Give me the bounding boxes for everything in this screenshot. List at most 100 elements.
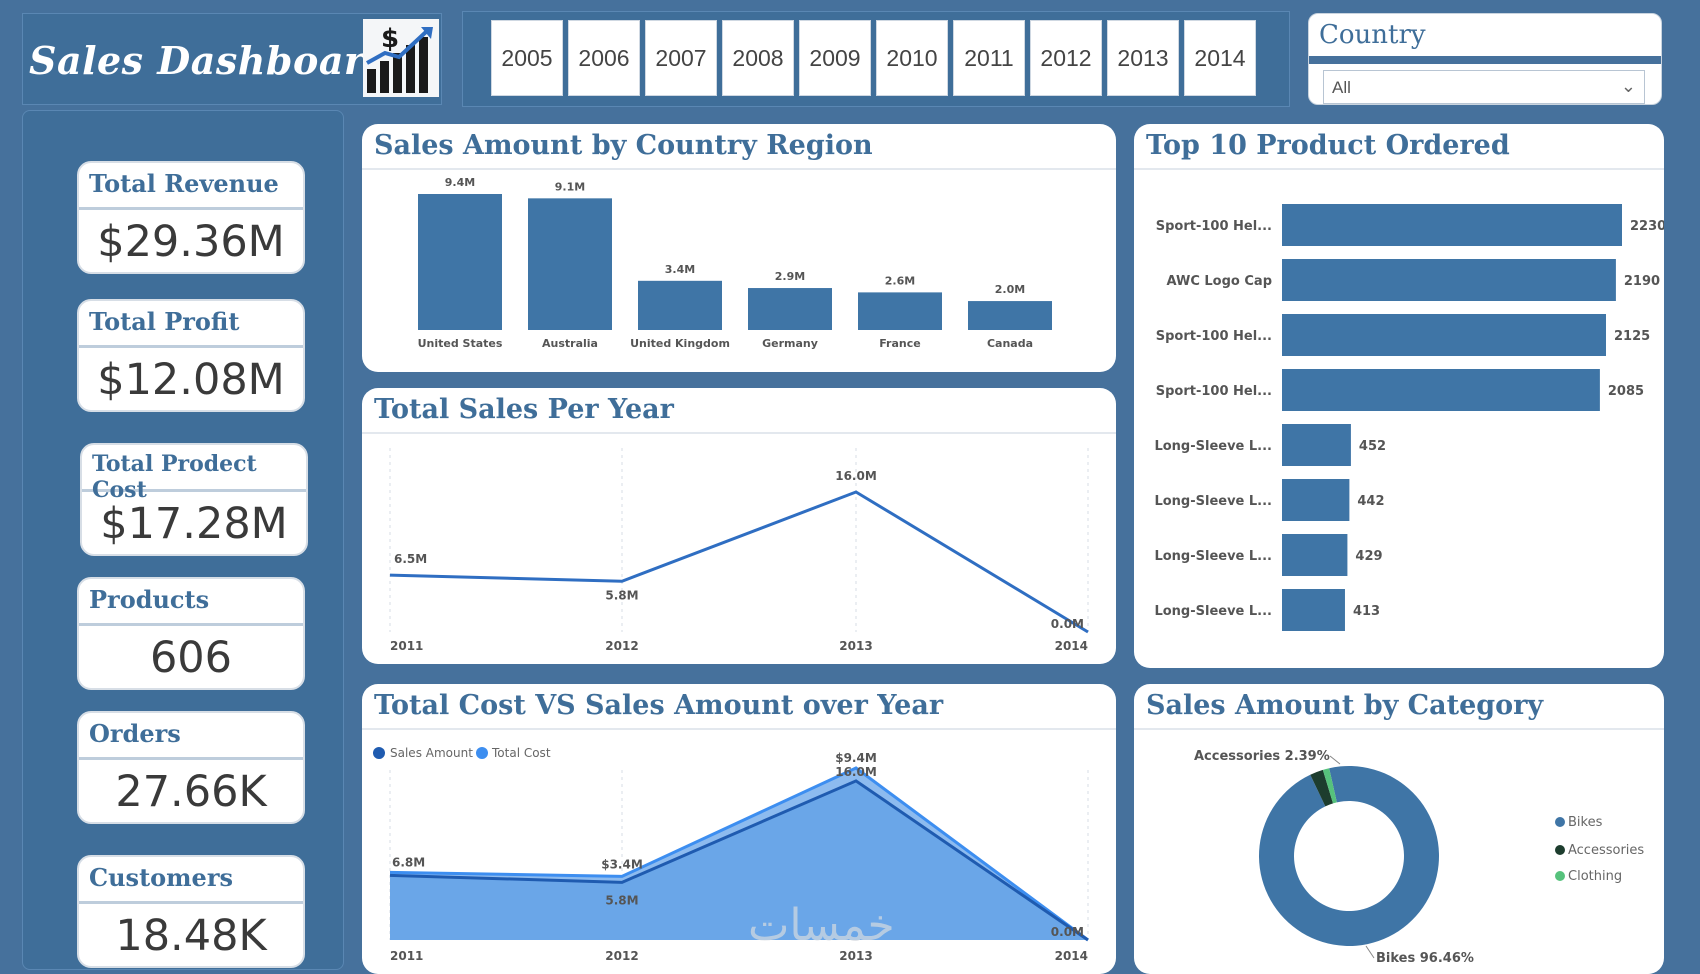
country-bar [528,198,612,330]
kpi-card-customers: Customers 18.48K [77,855,305,968]
year-button-2010[interactable]: 2010 [876,20,948,96]
country-tick-label: Germany [762,337,818,350]
kpi-value: $12.08M [97,355,285,405]
kpi-card-products: Products 606 [77,577,305,690]
year-button-2014[interactable]: 2014 [1184,20,1256,96]
kpi-value: $17.28M [100,499,288,549]
product-tick-label: Long-Sleeve L... [1154,439,1272,454]
year-tick-label: 2012 [605,639,638,653]
sales-point-label: 0.0M [1051,925,1084,939]
country-bar [748,288,832,330]
donut-leader-line [1329,755,1341,765]
card-divider [1134,168,1664,170]
product-tick-label: Sport-100 Hel... [1156,329,1272,344]
year-button-2013[interactable]: 2013 [1107,20,1179,96]
card-divider [362,432,1116,434]
country-bar-label: 9.1M [555,180,585,193]
kpi-value: 18.48K [115,911,267,961]
kpi-label: Total Profit [89,307,240,336]
product-tick-label: Sport-100 Hel... [1156,219,1272,234]
year-button-2008[interactable]: 2008 [722,20,794,96]
product-bar [1282,204,1622,246]
product-tick-label: Long-Sleeve L... [1154,494,1272,509]
donut-slice-accessories [1310,769,1334,807]
legend-label: Accessories [1568,843,1644,858]
product-value-label: 2085 [1608,384,1644,399]
kpi-label: Customers [89,863,233,892]
kpi-divider [79,345,303,348]
legend-swatch [1555,817,1565,827]
product-tick-label: Long-Sleeve L... [1154,549,1272,564]
kpi-value: $29.36M [97,217,285,267]
sales-point-label: 16.0M [835,765,877,779]
year-button-2007[interactable]: 2007 [645,20,717,96]
card-sales-by-category: Sales Amount by Category Accessories 2.3… [1134,684,1664,974]
kpi-sidebar: Total Revenue $29.36M Total Profit $12.0… [22,110,344,970]
kpi-card-orders: Orders 27.66K [77,711,305,824]
product-bar [1282,259,1616,301]
year-button-2005[interactable]: 2005 [491,20,563,96]
year-tick-label: 2011 [390,639,423,653]
product-value-label: 452 [1359,439,1386,454]
kpi-card-total-product-cost: Total Prodect Cost $17.28M [80,443,308,556]
card-divider [362,728,1116,730]
category-donut-chart: Accessories 2.39% Bikes 96.46% Bikes Access… [1194,749,1644,966]
sales-per-year-line-chart: 2011 2012 2013 2014 6.5M 5.8M 16.0M 0.0M [389,448,1089,653]
cost-point-label: $9.4M [835,751,877,765]
product-bar [1282,314,1606,356]
legend-swatch-cost [476,747,488,759]
cost-vs-sales-area-chart: Sales Amount Total Cost 2011 2012 2013 2014 6.… [373,746,1089,963]
country-bar [858,292,942,330]
year-tick-label: 2011 [390,949,423,963]
year-tick-label: 2014 [1055,949,1088,963]
sales-point-label: 0.0M [1051,617,1084,631]
app-title: Sales Dashboard [29,38,392,83]
country-bar-label: 9.4M [445,176,475,189]
year-button-2006[interactable]: 2006 [568,20,640,96]
donut-leader-line [1365,945,1375,959]
country-bar [418,194,502,330]
country-bar-label: 2.0M [995,283,1025,296]
card-sales-by-country: Sales Amount by Country Region 9.4M Unite… [362,124,1116,372]
sales-point-label: 16.0M [835,469,877,483]
kpi-divider [79,757,303,760]
year-button-2012[interactable]: 2012 [1030,20,1102,96]
product-tick-label: Sport-100 Hel... [1156,384,1272,399]
country-tick-label: France [879,337,920,350]
card-title: Total Cost VS Sales Amount over Year [374,690,944,721]
chevron-down-icon: ⌄ [1620,76,1636,96]
sales-line [389,490,1089,634]
kpi-value: 606 [149,633,233,683]
product-tick-label: AWC Logo Cap [1167,274,1272,289]
country-tick-label: Canada [987,337,1033,350]
card-title: Sales Amount by Country Region [374,130,873,161]
product-bar [1282,534,1348,576]
donut-label-bikes: Bikes 96.46% [1376,951,1474,966]
year-button-2011[interactable]: 2011 [953,20,1025,96]
country-filter: Country All ⌄ [1308,13,1662,105]
country-tick-label: United States [418,337,503,350]
cost-line [389,766,1089,942]
country-bar [638,280,722,330]
kpi-card-total-profit: Total Profit $12.08M [77,299,305,412]
country-filter-divider [1309,56,1661,64]
product-tick-label: Long-Sleeve L... [1154,604,1272,619]
donut-slice-bikes [1259,766,1439,946]
legend-label: Bikes [1568,815,1603,830]
cost-point-label: 6.8M [392,855,425,869]
product-bar [1282,589,1345,631]
card-sales-per-year: Total Sales Per Year 2011 2012 2013 2014 6.5… [362,388,1116,664]
sales-point-label: 5.8M [605,893,638,907]
country-bar-label: 3.4M [665,263,695,276]
legend-swatch [1555,871,1565,881]
kpi-label: Total Prodect Cost [92,451,257,503]
country-dropdown-value: All [1332,78,1351,97]
kpi-divider [79,901,303,904]
product-value-label: 413 [1353,604,1380,619]
country-dropdown[interactable]: All ⌄ [1323,70,1645,104]
year-tick-label: 2014 [1055,639,1088,653]
dollar-sign: $ [381,24,399,54]
year-button-2009[interactable]: 2009 [799,20,871,96]
watermark: خمسات [748,900,895,951]
sales-point-label: 6.5M [394,552,427,566]
